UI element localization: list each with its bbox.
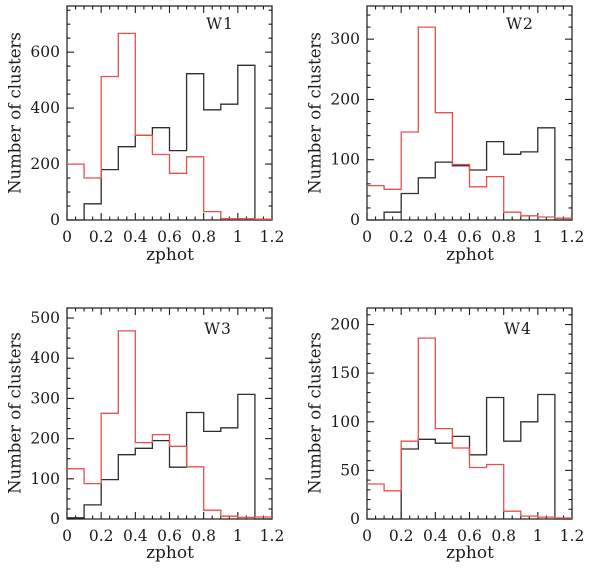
x-tick-label: 1.2 [560, 527, 585, 545]
y-tick-label: 600 [30, 43, 60, 61]
red-histogram [67, 330, 272, 519]
w2-panel-label: W2 [506, 15, 534, 33]
w4-plot-area: 0 0.2 0.4 0.6 0.8 1 1.2 0 50 100 150 200 [330, 307, 585, 545]
x-tick-label: 1.2 [260, 527, 285, 545]
x-tick-label: 1 [533, 228, 543, 246]
red-histogram [367, 26, 572, 219]
y-tick-label: 500 [30, 309, 60, 327]
red-histogram [67, 32, 272, 220]
x-tick-label: 0.2 [89, 228, 114, 246]
y-tick-label: 100 [330, 151, 360, 169]
axes-frame [66, 5, 273, 221]
x-tick-label: 0.8 [191, 527, 216, 545]
w4-x-axis-title: zphot [446, 543, 494, 563]
x-tick-label: 0.6 [157, 228, 182, 246]
x-tick-label: 0.6 [457, 228, 482, 246]
y-tick-label: 200 [30, 430, 60, 448]
black-histogram [67, 64, 272, 221]
w3-x-axis-title: zphot [146, 543, 194, 563]
x-tick-label: 0.4 [423, 527, 448, 545]
w2-y-axis-title: Number of clusters [305, 32, 325, 194]
x-tick-label: 0 [362, 228, 372, 246]
x-tick-label: 0 [62, 527, 72, 545]
x-tick-label: 1.2 [560, 228, 585, 246]
x-tick-label: 0.2 [389, 228, 414, 246]
axes-frame [66, 307, 273, 520]
x-tick-label: 1 [233, 527, 243, 545]
x-tick-label: 0.6 [157, 527, 182, 545]
y-tick-label: 200 [330, 316, 360, 334]
panel-w1: 0 0.2 0.4 0.6 0.8 1 1.2 0 200 400 600 Number of cl… [0, 0, 300, 286]
w2-x-axis-title: zphot [446, 245, 494, 265]
y-tick-label: 0 [350, 211, 360, 229]
w3-panel-label: W3 [204, 320, 232, 338]
x-tick-label: 1 [533, 527, 543, 545]
y-tick-label: 50 [340, 461, 360, 479]
y-tick-label: 200 [30, 155, 60, 173]
y-tick-label: 400 [30, 349, 60, 367]
axes-frame [366, 5, 573, 221]
x-tick-label: 0.4 [123, 228, 148, 246]
x-tick-label: 0.8 [491, 527, 516, 545]
x-tick-label: 1.2 [260, 228, 285, 246]
panel-w2: 0 0.2 0.4 0.6 0.8 1 1.2 0 100 200 300 Number of cl… [300, 0, 600, 286]
w3-y-axis-title: Number of clusters [5, 332, 25, 494]
y-tick-label: 200 [330, 90, 360, 108]
y-tick-label: 0 [50, 510, 60, 528]
w1-plot-area: 0 0.2 0.4 0.6 0.8 1 1.2 0 200 400 600 [30, 5, 285, 246]
x-tick-label: 0.2 [89, 527, 114, 545]
x-tick-label: 0 [362, 527, 372, 545]
panel-w3: 0 0.2 0.4 0.6 0.8 1 1.2 0 100 200 300 400 500 Number… [0, 286, 300, 572]
x-tick-label: 0 [62, 228, 72, 246]
y-tick-label: 0 [350, 510, 360, 528]
x-tick-label: 0.8 [491, 228, 516, 246]
w1-x-axis-title: zphot [146, 245, 194, 265]
w4-panel-label: W4 [504, 320, 532, 338]
red-histogram [367, 337, 572, 519]
y-tick-label: 150 [330, 364, 360, 382]
panel-w4: 0 0.2 0.4 0.6 0.8 1 1.2 0 50 100 150 200 Number of … [300, 286, 600, 572]
w2-plot-area: 0 0.2 0.4 0.6 0.8 1 1.2 0 100 200 300 [330, 5, 585, 246]
x-tick-label: 0.6 [457, 527, 482, 545]
x-tick-label: 0.8 [191, 228, 216, 246]
x-tick-label: 0.4 [123, 527, 148, 545]
w1-panel-label: W1 [206, 15, 234, 33]
w4-y-axis-title: Number of clusters [305, 332, 325, 494]
x-tick-label: 0.2 [389, 527, 414, 545]
w1-y-axis-title: Number of clusters [5, 32, 25, 194]
y-tick-label: 0 [50, 211, 60, 229]
y-tick-label: 100 [330, 413, 360, 431]
x-tick-label: 0.4 [423, 228, 448, 246]
y-tick-label: 300 [330, 30, 360, 48]
black-histogram [67, 393, 272, 520]
y-tick-label: 300 [30, 389, 60, 407]
axes-frame [366, 307, 573, 520]
x-tick-label: 1 [233, 228, 243, 246]
y-tick-label: 400 [30, 99, 60, 117]
y-tick-label: 100 [30, 470, 60, 488]
w3-plot-area: 0 0.2 0.4 0.6 0.8 1 1.2 0 100 200 300 400 500 [30, 307, 285, 545]
